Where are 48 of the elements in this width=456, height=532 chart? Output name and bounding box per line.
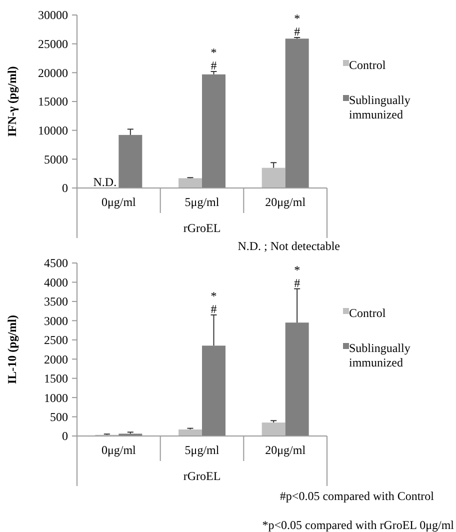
y-tick-label: 3500 xyxy=(44,294,68,309)
legend-label: Sublingually immunized xyxy=(349,341,410,370)
y-tick-label: 500 xyxy=(50,410,68,424)
annotation: * # xyxy=(294,11,300,38)
y-tick-label: 15000 xyxy=(38,94,68,109)
y-tick-label: 2500 xyxy=(44,333,68,348)
bar xyxy=(262,422,286,436)
legend-label: Control xyxy=(349,58,386,72)
bar xyxy=(178,178,202,188)
x-axis-title: rGroEL xyxy=(183,221,221,235)
annotation: N.D. xyxy=(93,175,117,189)
bar xyxy=(202,74,226,188)
annotation: * # xyxy=(210,288,217,316)
text: N.D. ; Not detectable xyxy=(238,239,340,253)
x-axis-title: rGroEL xyxy=(183,469,221,483)
y-tick-label: 0 xyxy=(62,429,68,444)
bar xyxy=(118,134,142,188)
bar xyxy=(178,429,202,436)
y-axis-title: IL-10 (pg/ml) xyxy=(5,314,19,384)
bar xyxy=(285,38,309,188)
annotation: * # xyxy=(210,46,217,73)
y-tick-label: 1000 xyxy=(44,390,68,405)
x-tick-label: 5μg/ml xyxy=(184,443,220,457)
bar xyxy=(285,322,309,436)
legend-label: Control xyxy=(349,306,386,320)
y-tick-label: 4500 xyxy=(44,256,68,270)
x-tick-label: 20μg/ml xyxy=(265,443,306,457)
bar xyxy=(262,168,286,188)
x-tick-label: 20μg/ml xyxy=(265,195,306,209)
y-tick-label: 0 xyxy=(62,181,68,196)
y-tick-label: 3000 xyxy=(44,314,68,328)
bar xyxy=(202,346,226,436)
x-tick-label: 0μg/ml xyxy=(101,443,137,457)
y-tick-label: 10000 xyxy=(38,124,68,138)
y-tick-label: 2000 xyxy=(44,352,68,366)
y-tick-label: 25000 xyxy=(38,37,68,52)
y-axis-title: IFN-γ (pg/ml) xyxy=(5,66,19,137)
text: #p<0.05 compared with Control xyxy=(280,489,435,503)
x-tick-label: 0μg/ml xyxy=(101,195,137,209)
text: *p<0.05 compared with rGroEL 0μg/ml xyxy=(262,518,455,532)
legend-label: Sublingually immunized xyxy=(349,93,410,122)
y-tick-label: 5000 xyxy=(44,152,68,166)
y-tick-label: 20000 xyxy=(38,66,68,80)
y-tick-label: 4000 xyxy=(44,275,68,290)
annotation: * # xyxy=(294,262,300,290)
y-tick-label: 30000 xyxy=(38,8,68,22)
y-tick-label: 1500 xyxy=(44,372,68,386)
x-tick-label: 5μg/ml xyxy=(184,195,220,209)
